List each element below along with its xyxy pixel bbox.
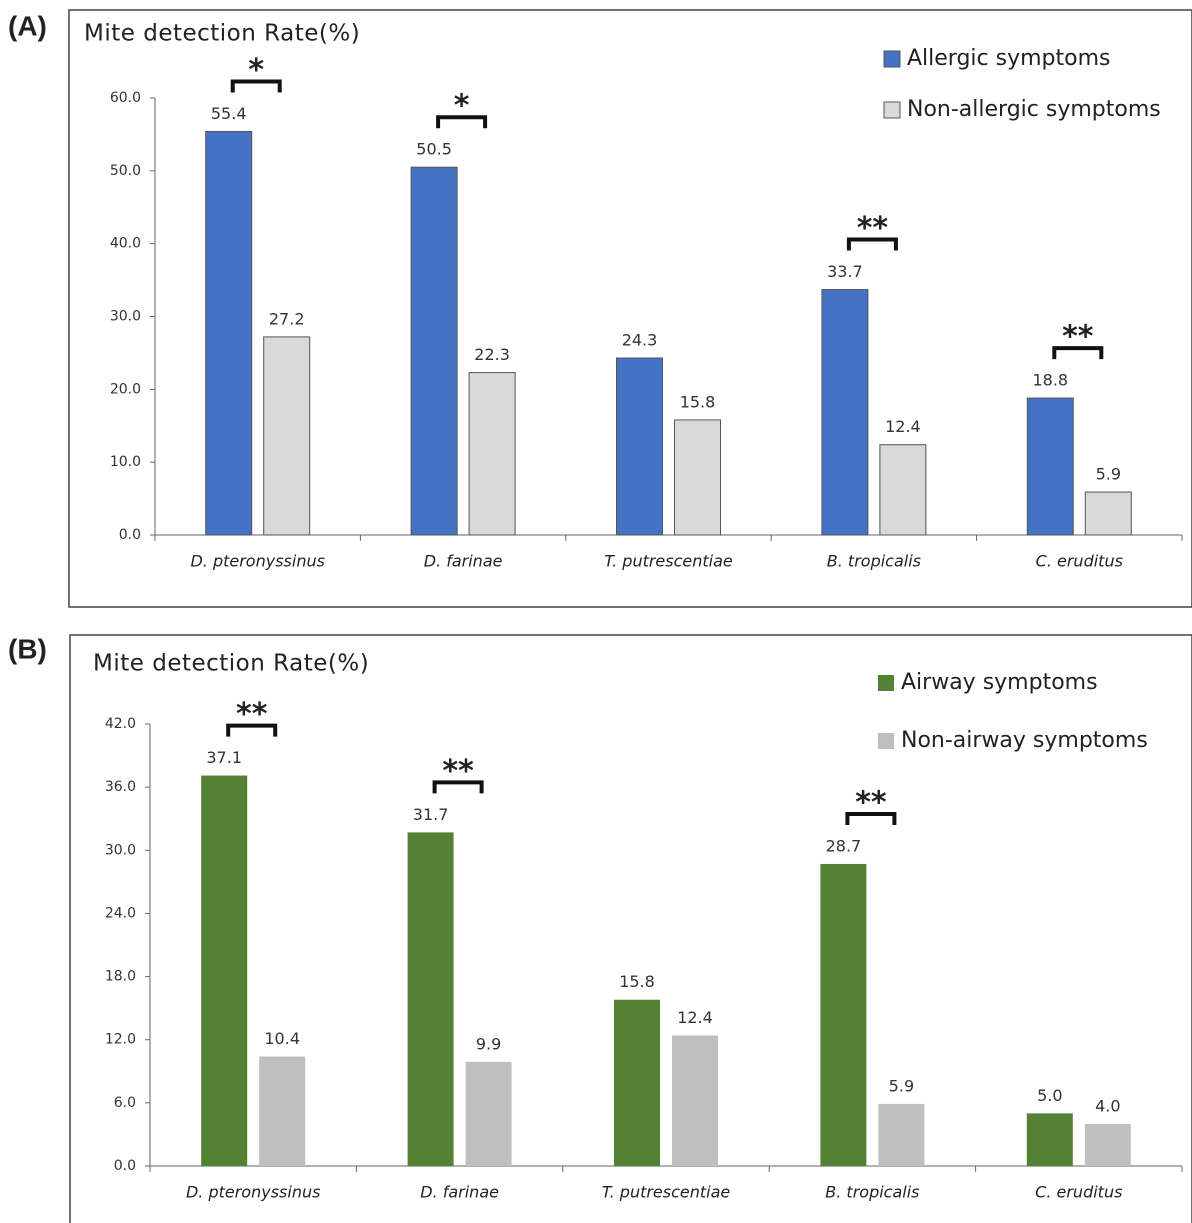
value-label: 37.1 <box>206 748 242 767</box>
significance-mark: ** <box>857 211 889 246</box>
value-label: 10.4 <box>264 1029 300 1048</box>
y-tick-label: 30.0 <box>105 842 136 858</box>
bar <box>614 999 660 1166</box>
value-label: 12.4 <box>885 417 921 436</box>
y-tick-label: 10.0 <box>110 454 141 470</box>
value-label: 4.0 <box>1095 1096 1120 1115</box>
legend-label: Airway symptoms <box>901 670 1098 695</box>
value-label: 50.5 <box>416 140 452 159</box>
bar <box>410 166 458 536</box>
x-tick-label: D. pteronyssinus <box>186 1183 320 1202</box>
y-tick-label: 6.0 <box>114 1095 136 1111</box>
bar <box>879 444 927 536</box>
x-tick-label: D. farinae <box>420 1183 499 1202</box>
significance-mark: ** <box>236 697 268 732</box>
value-label: 9.9 <box>476 1034 501 1053</box>
value-label: 22.3 <box>474 345 510 364</box>
legend-swatch <box>878 675 894 691</box>
bar <box>674 419 721 536</box>
bar <box>1084 1123 1131 1166</box>
value-label: 27.2 <box>269 309 305 328</box>
value-label: 5.0 <box>1037 1086 1062 1105</box>
y-tick-label: 60.0 <box>110 90 141 106</box>
significance-mark: * <box>248 53 264 88</box>
x-tick-label: D. farinae <box>424 552 503 571</box>
value-label: 15.8 <box>680 392 716 411</box>
significance-mark: * <box>454 89 470 124</box>
bar <box>468 372 516 536</box>
x-tick-label: T. putrescentiae <box>602 1183 731 1202</box>
panel-label: (B) <box>8 633 47 664</box>
legend-label: Non-allergic symptoms <box>907 97 1161 122</box>
value-label: 55.4 <box>211 104 247 123</box>
value-label: 5.9 <box>889 1076 914 1095</box>
panel-label: (A) <box>8 10 47 41</box>
x-tick-label: C. eruditus <box>1035 1183 1122 1202</box>
significance-bracket <box>845 811 897 825</box>
bar <box>201 775 248 1166</box>
y-tick-label: 40.0 <box>110 236 141 252</box>
chart-title: Mite detection Rate(%) <box>93 651 369 677</box>
bar <box>672 1035 718 1166</box>
significance-bracket <box>226 723 278 737</box>
bar <box>1084 491 1132 536</box>
bar <box>205 131 253 536</box>
x-tick-label: B. tropicalis <box>825 1183 919 1202</box>
significance-bracket <box>846 237 898 251</box>
value-label: 24.3 <box>622 331 658 350</box>
significance-mark: ** <box>855 785 887 820</box>
bar <box>263 336 311 536</box>
significance-bracket <box>230 79 282 93</box>
significance-bracket <box>1052 346 1104 360</box>
bar <box>878 1103 925 1166</box>
panel-frame <box>69 634 1192 1223</box>
y-tick-label: 0.0 <box>114 1158 136 1174</box>
y-tick-label: 12.0 <box>105 1032 136 1048</box>
value-label: 31.7 <box>413 805 449 824</box>
y-tick-label: 18.0 <box>105 969 136 985</box>
value-label: 15.8 <box>619 972 655 991</box>
significance-mark: ** <box>442 754 474 789</box>
significance-bracket <box>436 115 488 129</box>
bar <box>465 1061 512 1166</box>
x-tick-label: D. pteronyssinus <box>190 552 324 571</box>
bar <box>821 289 869 536</box>
value-label: 33.7 <box>827 262 863 281</box>
value-label: 5.9 <box>1096 465 1121 484</box>
y-tick-label: 20.0 <box>110 381 141 397</box>
bar <box>1026 397 1074 536</box>
x-tick-label: C. eruditus <box>1036 552 1123 571</box>
chart-title: Mite detection Rate(%) <box>84 21 360 47</box>
legend-label: Allergic symptoms <box>907 46 1111 71</box>
y-tick-label: 0.0 <box>119 527 141 543</box>
significance-mark: ** <box>1062 320 1094 355</box>
y-tick-label: 50.0 <box>110 163 141 179</box>
bar <box>820 863 867 1166</box>
y-tick-label: 42.0 <box>105 716 136 732</box>
bar <box>1026 1113 1073 1166</box>
legend-swatch <box>883 50 901 68</box>
y-tick-label: 36.0 <box>105 779 136 795</box>
bar <box>407 832 454 1166</box>
legend-swatch <box>883 101 901 119</box>
value-label: 12.4 <box>677 1008 713 1027</box>
bar <box>616 357 663 536</box>
x-tick-label: B. tropicalis <box>827 552 921 571</box>
y-tick-label: 30.0 <box>110 309 141 325</box>
legend-label: Non-airway symptoms <box>901 728 1148 753</box>
x-tick-label: T. putrescentiae <box>604 552 733 571</box>
significance-bracket <box>432 780 484 794</box>
value-label: 28.7 <box>826 836 862 855</box>
value-label: 18.8 <box>1032 371 1068 390</box>
y-tick-label: 24.0 <box>105 905 136 921</box>
legend-swatch <box>878 733 894 749</box>
bar <box>259 1056 306 1166</box>
panel-frame <box>68 9 1192 608</box>
